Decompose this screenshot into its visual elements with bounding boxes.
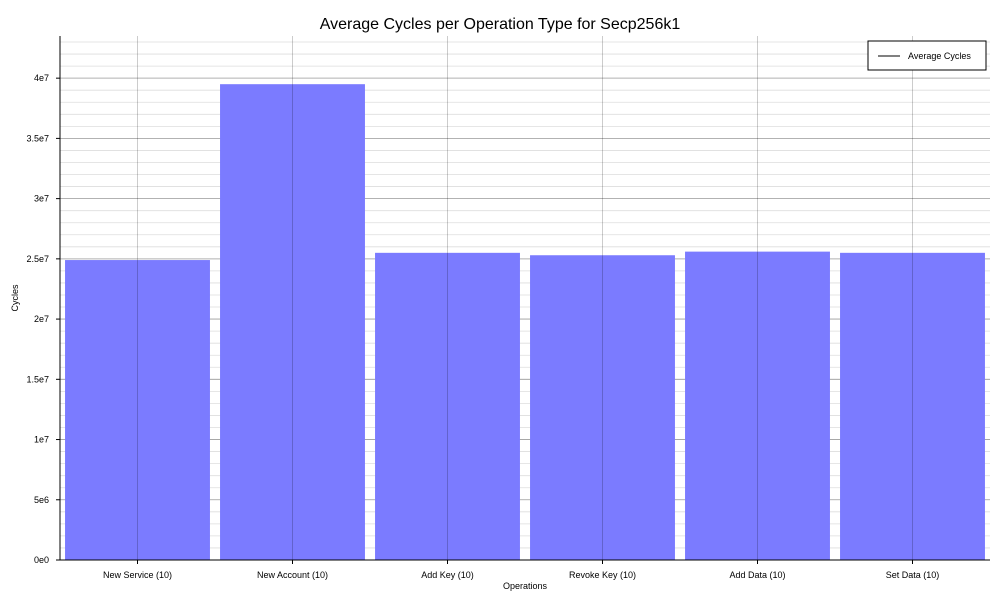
y-tick-label: 4e7: [34, 73, 49, 83]
x-grid: [137, 36, 913, 560]
y-tick-label: 0e0: [34, 555, 49, 565]
bar: [220, 84, 365, 561]
x-tick-label: Set Data (10): [886, 570, 940, 580]
bars-group: [65, 84, 985, 561]
x-axis-label: Operations: [503, 581, 548, 591]
bar: [685, 251, 830, 560]
y-tick-label: 2.5e7: [26, 254, 49, 264]
y-ticks: 0e0 5e6 1e7 1.5e7 2e7 2.5e7 3e7 3.5e7 4e7: [26, 73, 60, 565]
bar: [530, 255, 675, 560]
y-axis-label: Cycles: [10, 284, 20, 312]
y-tick-label: 5e6: [34, 495, 49, 505]
x-tick-label: New Account (10): [257, 570, 328, 580]
y-tick-label: 3e7: [34, 194, 49, 204]
x-ticks: New Service (10) New Account (10) Add Key …: [103, 560, 939, 580]
x-tick-label: Revoke Key (10): [569, 570, 636, 580]
y-tick-label: 3.5e7: [26, 133, 49, 143]
x-tick-label: Add Key (10): [421, 570, 474, 580]
bar: [840, 252, 985, 561]
y-tick-label: 1.5e7: [26, 374, 49, 384]
y-tick-label: 1e7: [34, 435, 49, 445]
x-tick-label: New Service (10): [103, 570, 172, 580]
legend-label: Average Cycles: [908, 51, 971, 61]
bar: [375, 252, 520, 561]
y-tick-label: 2e7: [34, 314, 49, 324]
x-tick-label: Add Data (10): [729, 570, 785, 580]
axes: [59, 36, 990, 561]
chart-title: Average Cycles per Operation Type for Se…: [320, 16, 681, 33]
bar: [65, 260, 210, 560]
legend: Average Cycles: [867, 40, 987, 71]
